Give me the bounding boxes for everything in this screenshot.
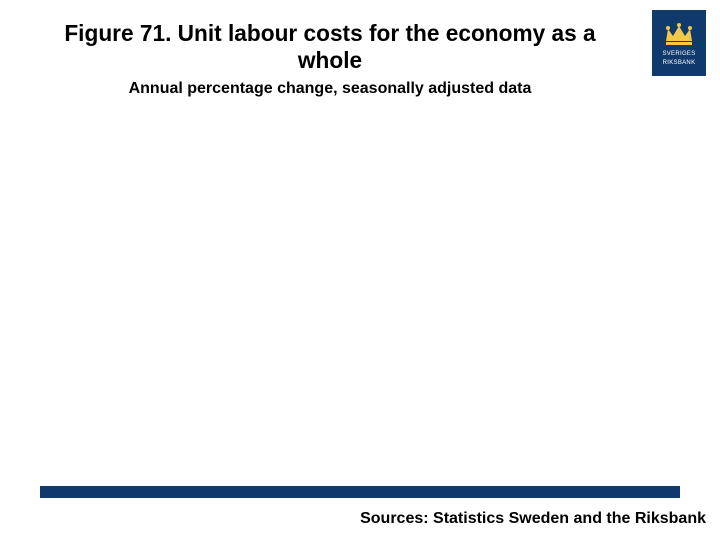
sources-text: Sources: Statistics Sweden and the Riksb… xyxy=(360,510,706,528)
figure-subtitle: Annual percentage change, seasonally adj… xyxy=(40,80,620,98)
figure-title: Figure 71. Unit labour costs for the eco… xyxy=(40,20,620,74)
crown-icon xyxy=(662,19,696,49)
chart-area xyxy=(40,120,680,460)
riksbank-logo-rect: SVERIGES RIKSBANK xyxy=(652,10,706,76)
riksbank-logo: SVERIGES RIKSBANK xyxy=(652,10,706,76)
bottom-accent-bar xyxy=(40,486,680,498)
slide-page: SVERIGES RIKSBANK Figure 71. Unit labour… xyxy=(0,0,720,540)
logo-text-line1: SVERIGES xyxy=(662,51,695,58)
logo-text-line2: RIKSBANK xyxy=(663,60,696,67)
title-block: Figure 71. Unit labour costs for the eco… xyxy=(40,20,620,98)
